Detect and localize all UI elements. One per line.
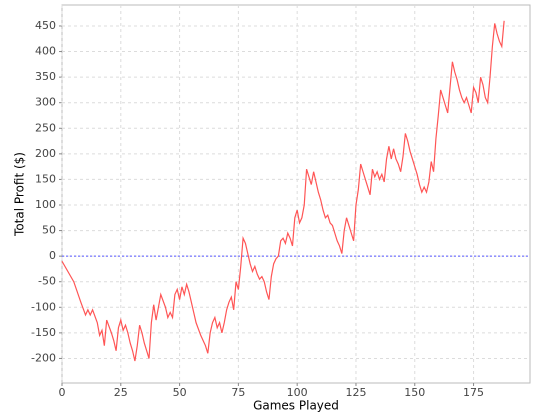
y-tick-label: -50 — [38, 275, 56, 288]
x-tick-label: 150 — [404, 386, 425, 399]
x-tick-label: 75 — [231, 386, 245, 399]
y-tick-label: -100 — [31, 300, 56, 313]
x-axis-title: Games Played — [253, 399, 339, 413]
y-tick-label: 250 — [35, 121, 56, 134]
line-series — [61, 20, 505, 362]
y-tick-label: 200 — [35, 147, 56, 160]
x-tick-label: 50 — [173, 386, 187, 399]
x-tick-label: 25 — [114, 386, 128, 399]
y-axis-title: Total Profit ($) — [13, 152, 27, 237]
plot-area — [61, 4, 531, 384]
y-tick-label: 0 — [49, 249, 56, 262]
y-tick-label: 100 — [35, 198, 56, 211]
y-tick-label: 350 — [35, 70, 56, 83]
y-tick-label: -200 — [31, 351, 56, 364]
y-tick-label: 400 — [35, 45, 56, 58]
x-tick-label: 175 — [463, 386, 484, 399]
x-tick-label: 100 — [287, 386, 308, 399]
y-tick-label: 50 — [42, 224, 56, 237]
y-tick-label: -150 — [31, 326, 56, 339]
y-tick-label: 150 — [35, 172, 56, 185]
x-tick-label: 0 — [59, 386, 66, 399]
x-tick-label: 125 — [345, 386, 366, 399]
y-tick-label: 450 — [35, 19, 56, 32]
y-tick-label: 300 — [35, 96, 56, 109]
